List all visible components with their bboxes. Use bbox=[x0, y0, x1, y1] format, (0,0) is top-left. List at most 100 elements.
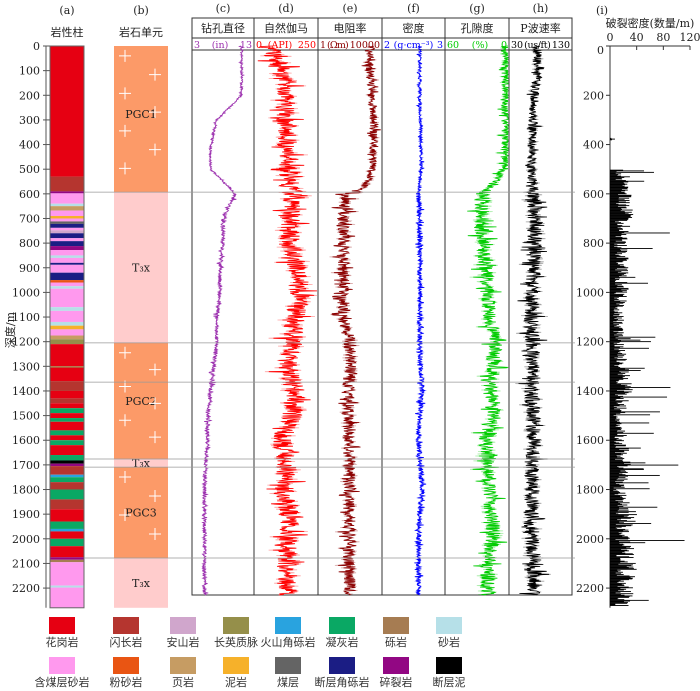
fracture-density-bar bbox=[610, 417, 616, 419]
fracture-density-bar bbox=[610, 251, 626, 253]
fracture-density-bar bbox=[610, 287, 617, 289]
track-frame bbox=[381, 17, 446, 596]
depth-tick-label: 1100 bbox=[12, 311, 40, 324]
fracture-density-bar bbox=[610, 550, 629, 552]
fracture-density-bar bbox=[610, 384, 628, 386]
fracture-density-bar bbox=[610, 418, 617, 419]
fracture-density-bar bbox=[610, 455, 621, 457]
fracture-density-bar bbox=[610, 265, 620, 266]
fracture-density-bar bbox=[610, 536, 628, 538]
fracture-density-bar bbox=[610, 587, 633, 589]
fracture-density-bar bbox=[610, 551, 625, 553]
fracture-density-bar bbox=[610, 531, 629, 533]
fracture-density-bar bbox=[610, 435, 624, 437]
fracture-density-bar bbox=[610, 196, 632, 198]
fracture-density-bar bbox=[610, 211, 625, 212]
fracture-density-bar bbox=[610, 334, 615, 336]
fracture-density-bar bbox=[610, 491, 620, 493]
track-title: 自然伽马 bbox=[264, 21, 308, 35]
lithology-interval bbox=[50, 403, 84, 409]
lithology-interval bbox=[50, 367, 84, 382]
fracture-density-bar bbox=[610, 576, 631, 578]
fracture-density-bar bbox=[610, 354, 618, 356]
fracture-density-bar bbox=[610, 427, 623, 429]
fracture-density-bar bbox=[610, 191, 622, 193]
fracture-density-bar bbox=[610, 263, 618, 265]
depth-tick-label: 200 bbox=[19, 89, 40, 102]
fracture-density-bar bbox=[610, 594, 625, 596]
fracture-density-bar bbox=[610, 240, 616, 242]
fracture-density-bar bbox=[610, 233, 622, 235]
fracture-density-bar bbox=[610, 519, 618, 521]
fracture-density-bar bbox=[610, 302, 625, 303]
fracture-density-bar bbox=[610, 494, 627, 496]
fracture-density-bar bbox=[610, 252, 618, 254]
fracture-density-bar bbox=[610, 345, 615, 347]
fracture-density-bar bbox=[610, 541, 631, 543]
fracture-density-bar bbox=[610, 393, 627, 395]
fracture-density-bar bbox=[610, 451, 625, 453]
fracture-density-bar bbox=[610, 566, 634, 568]
fracture-density-bar bbox=[610, 367, 645, 369]
fracture-density-bar bbox=[610, 395, 618, 397]
granite-cross-symbol bbox=[149, 489, 161, 502]
fracture-density-bar bbox=[610, 310, 615, 312]
fracture-density-bar bbox=[610, 193, 627, 195]
granite-cross-symbol bbox=[119, 380, 131, 393]
fracture-density-bar bbox=[610, 593, 634, 595]
fracture-density-bar bbox=[610, 306, 618, 308]
legend-label: 含煤层砂岩 bbox=[35, 675, 90, 689]
fracture-x-tick-label: 120 bbox=[680, 31, 700, 44]
fracture-density-bar bbox=[610, 236, 623, 238]
fracture-density-bar bbox=[610, 459, 624, 461]
fracture-density-bar bbox=[610, 284, 622, 286]
fracture-density-bar bbox=[610, 256, 626, 258]
fracture-density-bar bbox=[610, 572, 616, 574]
panel-i-title: 破裂密度(数量/m) bbox=[606, 16, 695, 30]
fracture-density-bar bbox=[610, 444, 626, 446]
fracture-density-bar bbox=[610, 565, 627, 567]
fracture-density-bar bbox=[610, 333, 623, 335]
granite-cross-symbol bbox=[149, 528, 161, 541]
fracture-density-bar bbox=[610, 418, 620, 420]
fracture-density-bar bbox=[610, 170, 645, 172]
lithology-column-frame bbox=[49, 45, 85, 609]
fracture-density-bar bbox=[610, 259, 627, 261]
fracture-density-bar bbox=[610, 483, 620, 485]
fracture-density-bar bbox=[610, 227, 618, 229]
log-curve-shadow-0 bbox=[200, 45, 246, 596]
fracture-density-bar bbox=[610, 495, 621, 497]
fracture-density-bar bbox=[610, 507, 620, 509]
lithology-interval bbox=[50, 241, 84, 247]
track-min-label: 60 bbox=[447, 40, 459, 51]
track-title: P波速率 bbox=[520, 21, 560, 35]
legend-label: 砾岩 bbox=[385, 635, 407, 649]
lithology-interval bbox=[50, 528, 84, 532]
fracture-density-bar bbox=[610, 573, 622, 575]
fracture-density-bar bbox=[610, 563, 619, 565]
fracture-density-bar bbox=[610, 319, 619, 320]
fracture-density-bar bbox=[610, 330, 623, 331]
fracture-density-bar bbox=[610, 276, 620, 278]
lithology-interval bbox=[50, 193, 84, 204]
fracture-density-bar bbox=[610, 321, 614, 323]
fracture-density-bar bbox=[610, 302, 624, 304]
lithology-interval bbox=[50, 206, 84, 211]
granite-cross-symbol bbox=[119, 162, 131, 175]
fracture-density-bar bbox=[610, 348, 615, 350]
lithology-interval bbox=[50, 489, 84, 500]
fracture-density-bar bbox=[610, 304, 620, 306]
fracture-density-bar bbox=[610, 471, 627, 473]
fracture-density-bar bbox=[610, 490, 618, 492]
fracture-density-bar bbox=[610, 312, 623, 314]
track-max-label: 13 bbox=[240, 40, 252, 51]
fracture-density-bar bbox=[610, 491, 621, 493]
fracture-density-bar bbox=[610, 358, 618, 360]
fracture-density-bar bbox=[610, 397, 621, 399]
lithology-interval bbox=[50, 477, 84, 483]
fracture-density-bar bbox=[610, 432, 654, 434]
log-curve-5 bbox=[517, 45, 550, 596]
fracture-density-bar bbox=[610, 346, 624, 348]
track-max-label: 130 bbox=[552, 40, 570, 51]
